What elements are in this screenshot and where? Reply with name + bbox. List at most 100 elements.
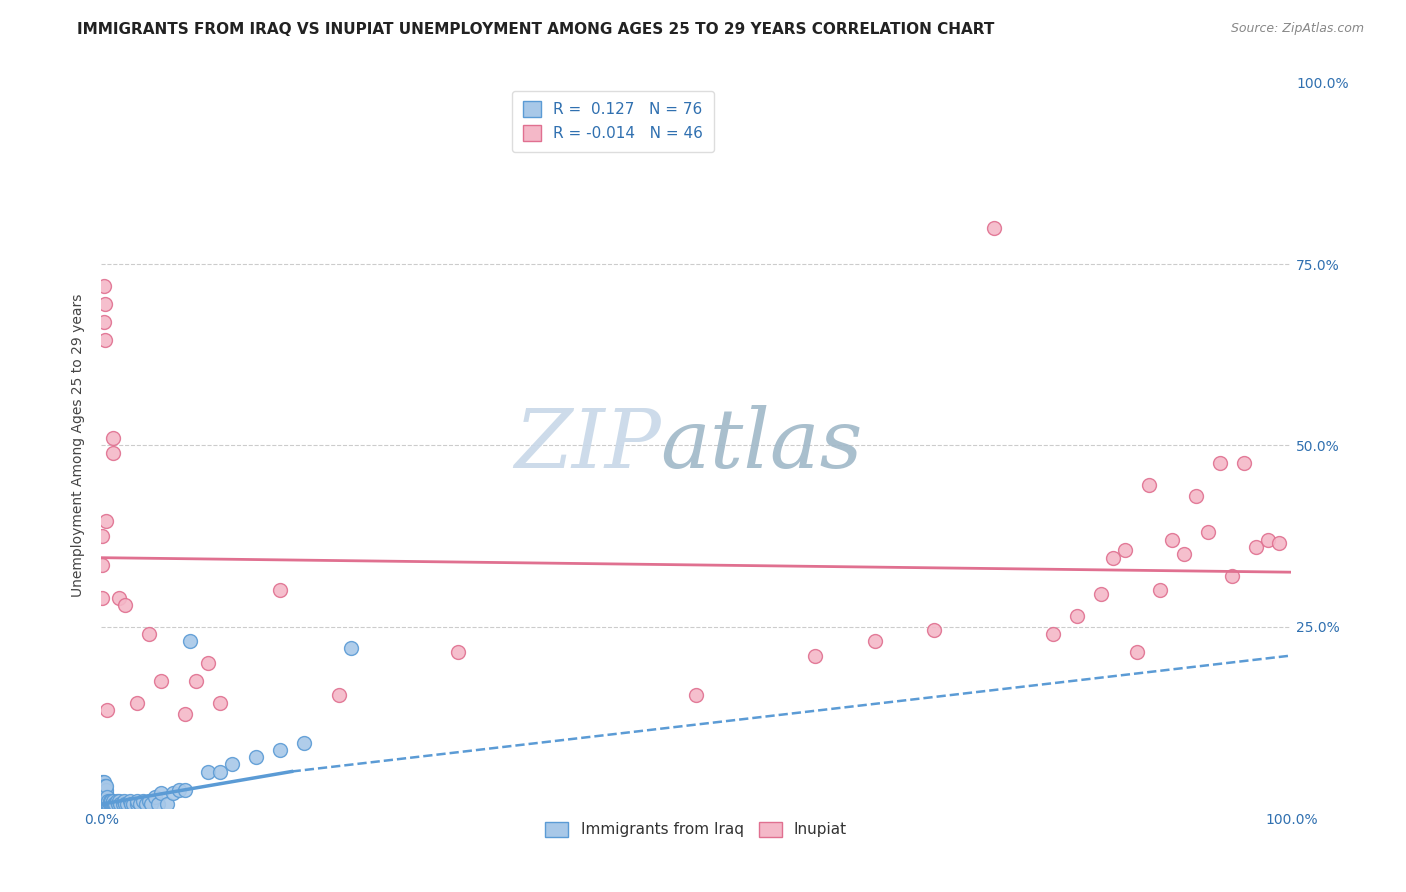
Point: [94, 782, 117, 797]
Point: [125, 793, 148, 807]
Point: [186, 673, 208, 688]
Point: [804, 648, 827, 663]
Point: [1066, 608, 1088, 623]
Point: [91, 797, 114, 811]
Point: [105, 793, 128, 807]
Point: [108, 591, 131, 605]
Point: [97, 797, 120, 811]
Point: [93, 779, 115, 793]
Point: [167, 782, 190, 797]
Point: [122, 797, 145, 811]
Point: [1233, 457, 1256, 471]
Point: [143, 789, 166, 804]
Point: [94, 786, 117, 800]
Point: [94, 779, 117, 793]
Point: [94, 793, 117, 807]
Point: [104, 797, 127, 811]
Point: [96, 797, 118, 811]
Point: [447, 645, 470, 659]
Point: [94, 797, 117, 811]
Point: [100, 793, 122, 807]
Point: [100, 797, 122, 811]
Point: [863, 634, 886, 648]
Point: [1197, 525, 1219, 540]
Point: [101, 445, 124, 459]
Point: [94, 789, 117, 804]
Point: [94, 779, 117, 793]
Point: [94, 797, 117, 811]
Point: [93, 789, 115, 804]
Point: [162, 786, 184, 800]
Point: [91, 591, 114, 605]
Point: [108, 793, 131, 807]
Point: [91, 786, 114, 800]
Point: [138, 793, 160, 807]
Point: [1185, 489, 1208, 503]
Point: [1125, 645, 1147, 659]
Point: [1268, 536, 1291, 550]
Point: [94, 789, 117, 804]
Point: [111, 797, 134, 811]
Point: [148, 797, 170, 811]
Point: [107, 797, 129, 811]
Point: [93, 797, 115, 811]
Point: [91, 529, 114, 543]
Point: [91, 793, 114, 807]
Point: [96, 789, 118, 804]
Point: [138, 627, 160, 641]
Point: [93, 793, 115, 807]
Point: [149, 673, 172, 688]
Point: [1244, 540, 1267, 554]
Point: [101, 431, 124, 445]
Point: [340, 641, 363, 656]
Point: [91, 779, 114, 793]
Point: [94, 782, 117, 797]
Point: [118, 793, 141, 807]
Point: [94, 786, 117, 800]
Point: [93, 786, 115, 800]
Point: [1137, 478, 1160, 492]
Y-axis label: Unemployment Among Ages 25 to 29 years: Unemployment Among Ages 25 to 29 years: [72, 293, 86, 597]
Point: [173, 706, 195, 721]
Point: [149, 786, 172, 800]
Point: [114, 598, 136, 612]
Point: [1173, 547, 1195, 561]
Point: [91, 793, 114, 807]
Point: [135, 797, 157, 811]
Text: atlas: atlas: [661, 405, 863, 485]
Point: [101, 797, 124, 811]
Point: [685, 689, 707, 703]
Point: [1149, 583, 1171, 598]
Point: [141, 797, 163, 811]
Point: [269, 743, 291, 757]
Point: [91, 797, 114, 811]
Point: [173, 782, 195, 797]
Point: [328, 689, 350, 703]
Point: [120, 797, 142, 811]
Point: [209, 696, 232, 710]
Point: [93, 315, 115, 329]
Point: [93, 782, 115, 797]
Point: [101, 793, 124, 807]
Point: [91, 789, 114, 804]
Point: [1257, 533, 1279, 547]
Point: [96, 793, 118, 807]
Point: [97, 793, 120, 807]
Legend: Immigrants from Iraq, Inupiat: Immigrants from Iraq, Inupiat: [540, 815, 853, 844]
Text: Source: ZipAtlas.com: Source: ZipAtlas.com: [1230, 22, 1364, 36]
Point: [924, 623, 946, 637]
Point: [96, 703, 118, 717]
Point: [197, 656, 219, 670]
Point: [98, 793, 121, 807]
Point: [94, 333, 117, 347]
Point: [117, 797, 139, 811]
Point: [91, 775, 114, 789]
Point: [1209, 457, 1232, 471]
Point: [132, 793, 155, 807]
Point: [93, 797, 115, 811]
Point: [1042, 627, 1064, 641]
Point: [197, 764, 219, 779]
Point: [103, 797, 125, 811]
Point: [292, 735, 315, 749]
Point: [125, 696, 148, 710]
